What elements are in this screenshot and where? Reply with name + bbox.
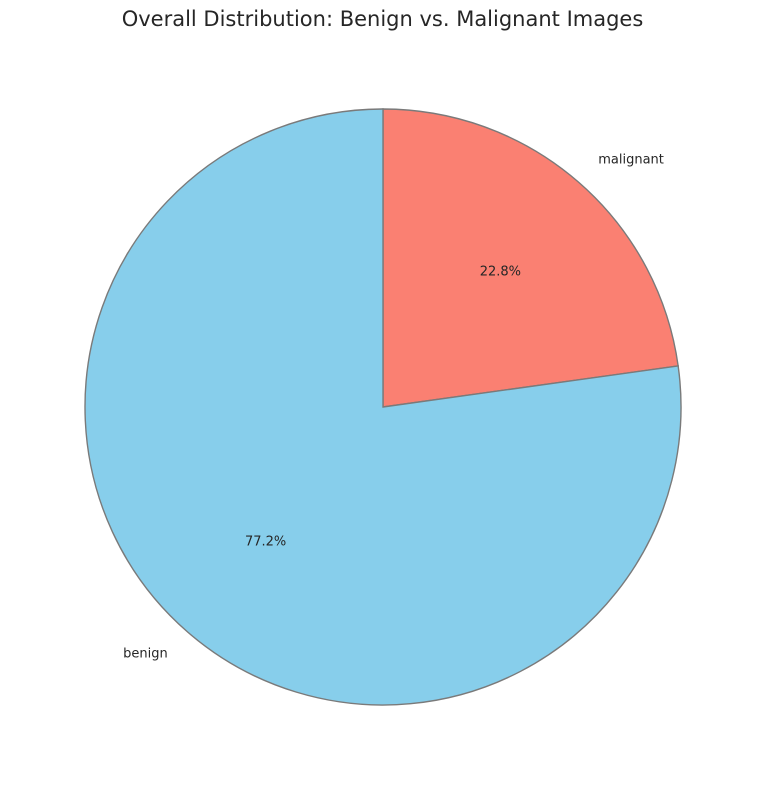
slice-label-benign: benign [123, 647, 168, 662]
slice-benign [84, 108, 682, 706]
slice-percent-malignant: 22.8% [480, 265, 521, 280]
pie-labels: malignant 22.8% benign 77.2% [123, 152, 664, 661]
pie-slices [84, 108, 682, 706]
slice-label-malignant: malignant [598, 152, 664, 167]
slice-percent-benign: 77.2% [245, 534, 286, 549]
chart-title: Overall Distribution: Benign vs. Maligna… [122, 7, 644, 31]
slice-malignant [382, 108, 679, 408]
